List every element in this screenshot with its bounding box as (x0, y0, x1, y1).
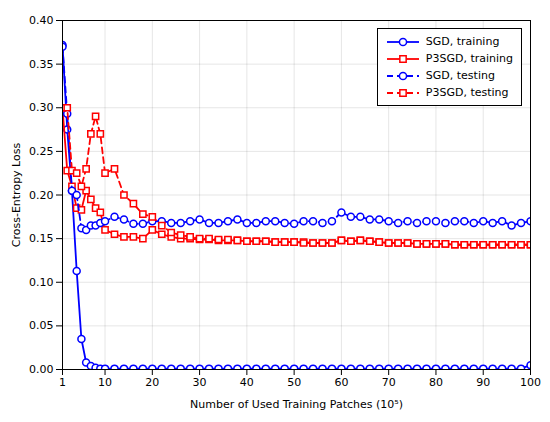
svg-text:70: 70 (382, 376, 396, 389)
svg-text:0.05: 0.05 (29, 319, 54, 332)
svg-text:60: 60 (334, 376, 348, 389)
svg-text:0.30: 0.30 (29, 101, 54, 114)
svg-text:0.40: 0.40 (29, 14, 54, 27)
svg-text:0.00: 0.00 (29, 363, 54, 376)
svg-text:50: 50 (287, 376, 301, 389)
svg-text:10: 10 (98, 376, 112, 389)
svg-text:0.15: 0.15 (29, 232, 54, 245)
svg-text:20: 20 (145, 376, 159, 389)
svg-text:0.20: 0.20 (29, 189, 54, 202)
svg-text:Cross-Entropy Loss: Cross-Entropy Loss (10, 142, 23, 247)
html-text:SGD, training: SGD, training (425, 35, 500, 48)
html-text:P3SGD, testing: P3SGD, testing (425, 86, 509, 99)
svg-text:0.10: 0.10 (29, 276, 54, 289)
svg-text:40: 40 (240, 376, 254, 389)
svg-text:90: 90 (476, 376, 490, 389)
svg-text:0.35: 0.35 (29, 58, 54, 71)
svg-text:100: 100 (520, 376, 541, 389)
svg-text:1: 1 (59, 376, 66, 389)
svg-text:30: 30 (193, 376, 207, 389)
svg-text:80: 80 (429, 376, 443, 389)
svg-text:Number of Used Training Patche: Number of Used Training Patches (10⁵) (190, 398, 403, 411)
html-text:SGD, testing: SGD, testing (425, 69, 495, 82)
html-text:P3SGD, training: P3SGD, training (425, 52, 513, 65)
svg-text:0.25: 0.25 (29, 145, 54, 158)
